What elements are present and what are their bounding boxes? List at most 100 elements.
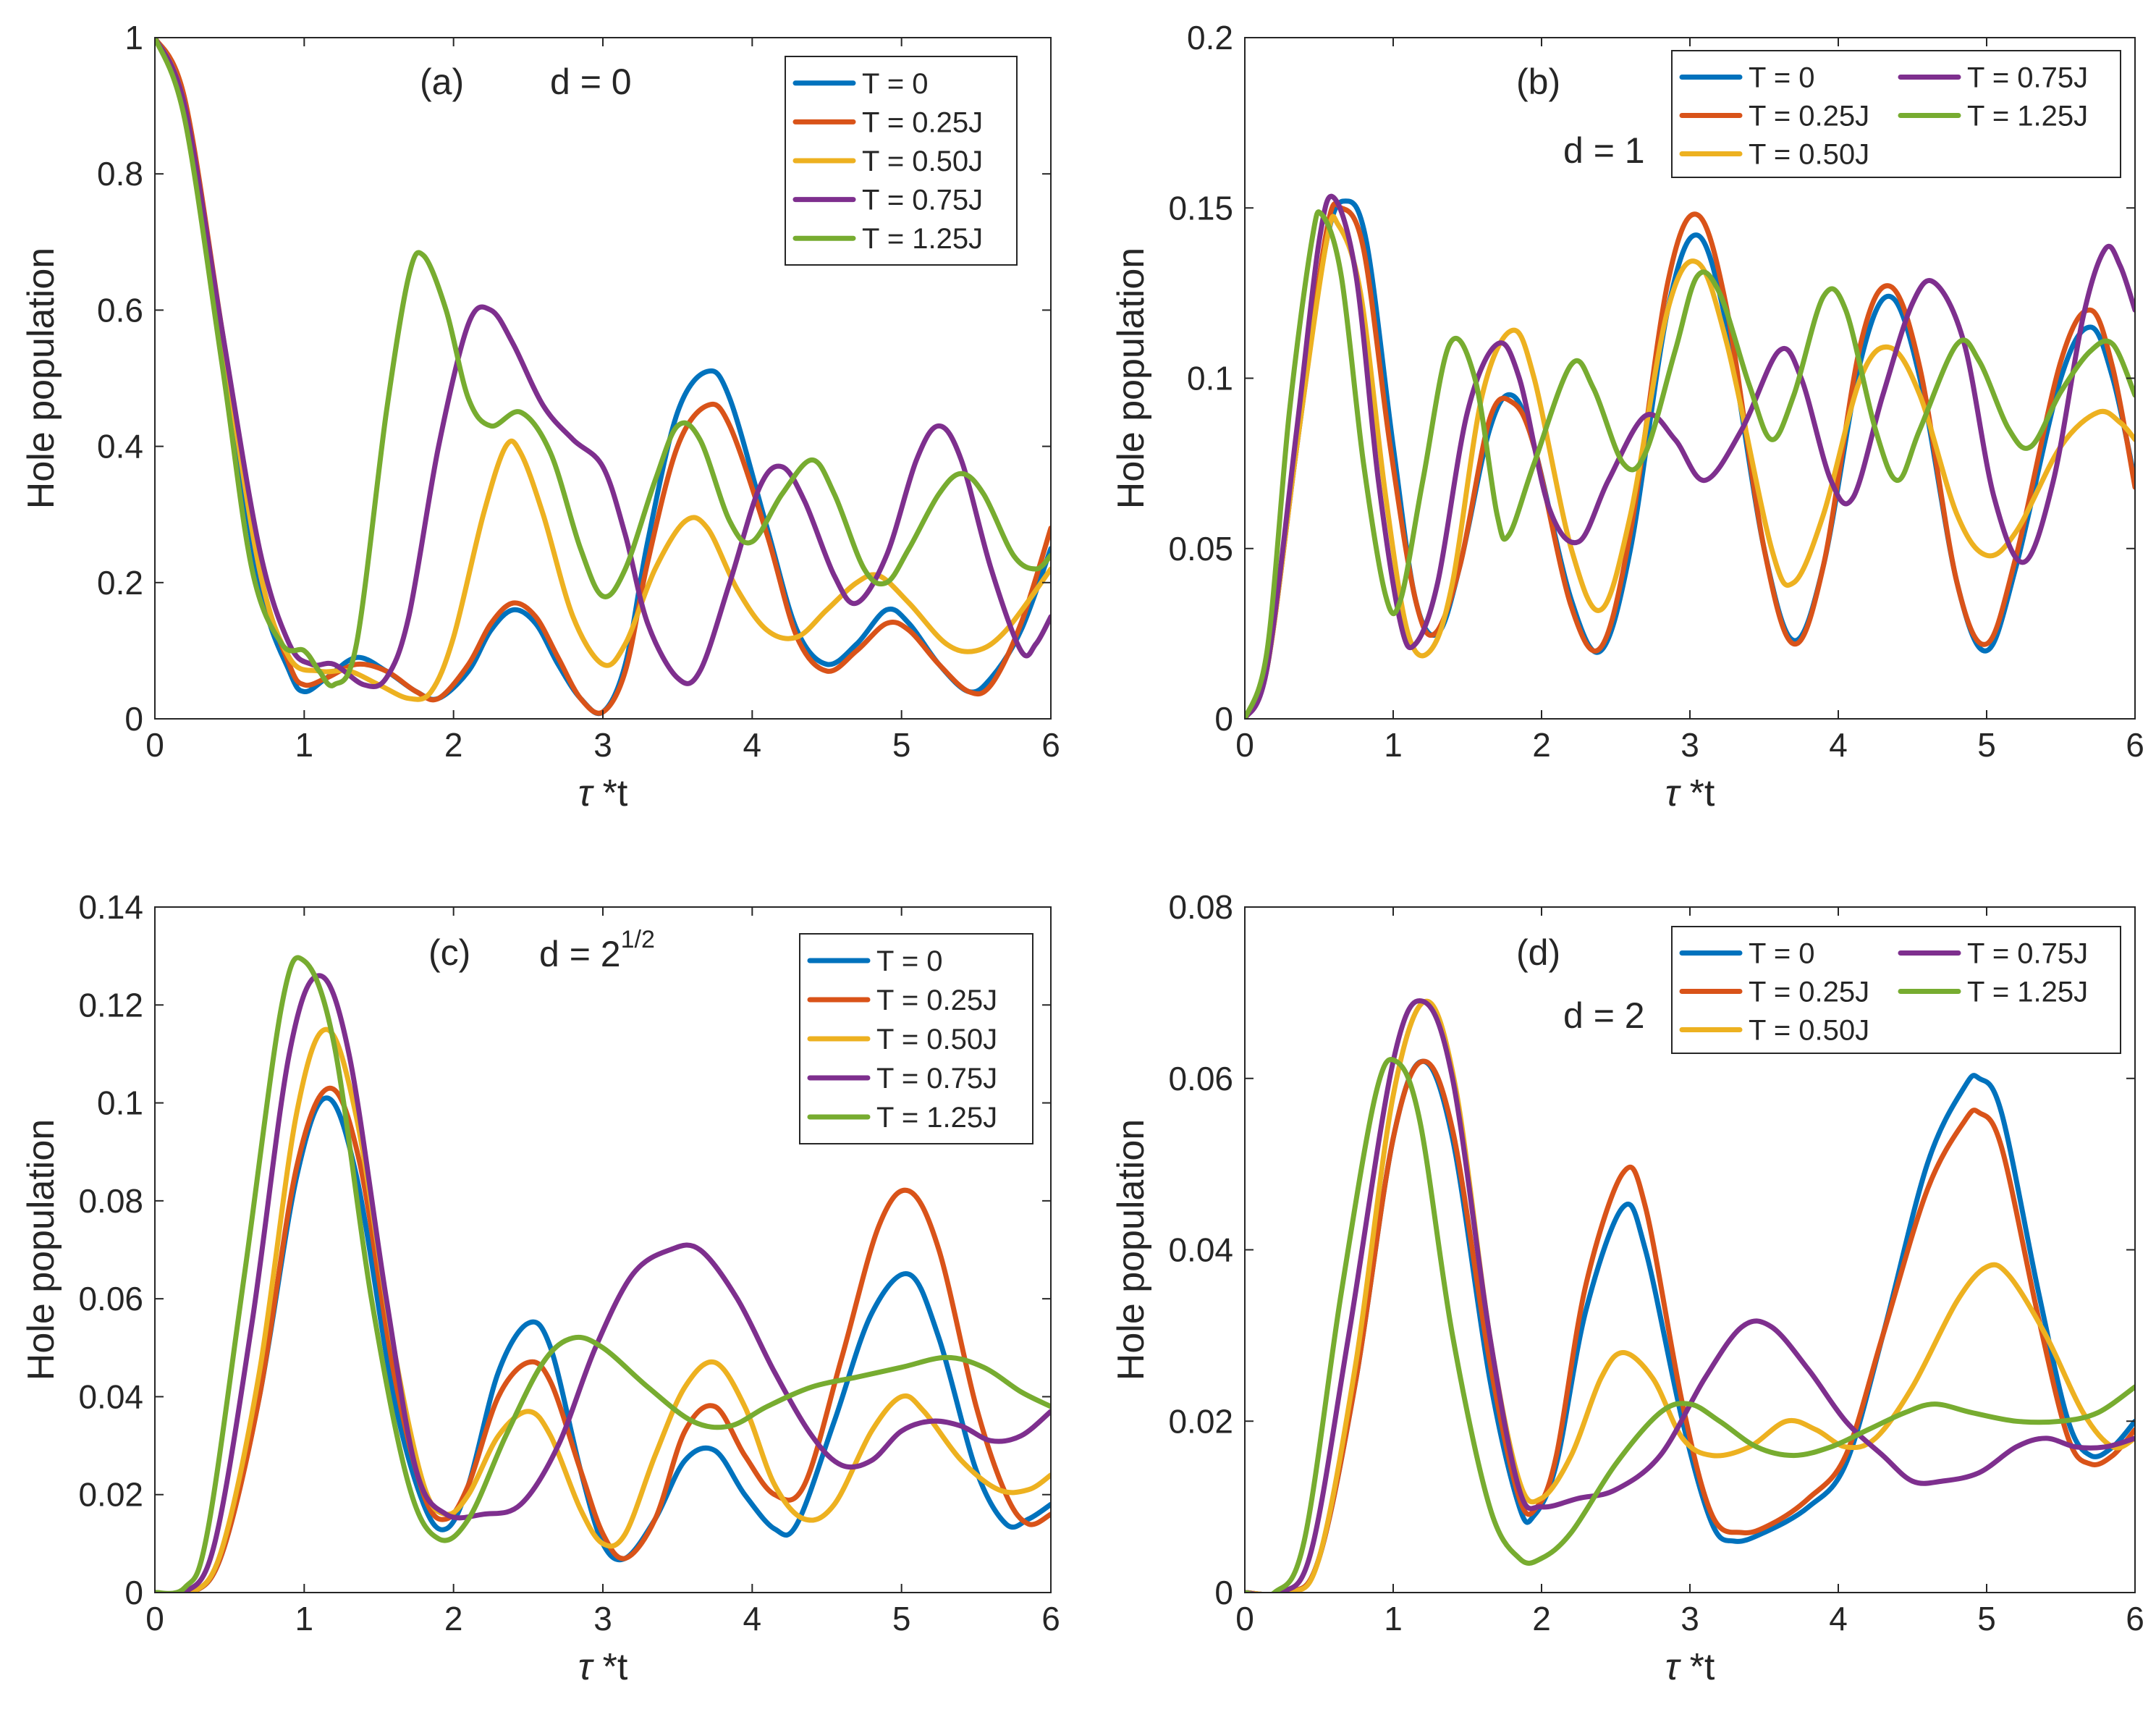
x-axis-label-symbol: τ — [1665, 772, 1682, 814]
y-axis-label: Hole population — [1110, 1119, 1152, 1380]
x-tick-label: 2 — [1532, 726, 1551, 764]
x-axis-label: τ *t — [578, 772, 628, 814]
legend-entry: T = 0 — [1749, 938, 1815, 970]
series-line-5 — [155, 38, 1051, 688]
y-tick-label: 0 — [124, 700, 143, 738]
panel-annotation: d = 21/2 — [539, 926, 655, 974]
chart-panel-3: 0 1 2 3 4 5 6 0 0.02 0.04 0.06 0.08 0.1 0.12 0.14 τ *t H… — [20, 888, 1060, 1688]
y-tick-label: 0.1 — [1187, 360, 1233, 397]
x-tick-label: 4 — [743, 726, 762, 764]
x-tick-label: 1 — [1384, 1600, 1403, 1637]
series-line-4 — [1245, 193, 2135, 719]
x-tick-label: 2 — [1532, 1600, 1551, 1637]
x-axis-label-symbol: τ — [578, 1646, 595, 1688]
x-axis-label: τ *t — [1665, 772, 1715, 814]
legend-entry: T = 0.75J — [876, 1063, 997, 1095]
y-tick-label: 0.2 — [1187, 19, 1233, 56]
x-tick-label: 1 — [1384, 726, 1403, 764]
legend-entry: T = 0.25J — [1749, 977, 1869, 1008]
series-line-4 — [155, 973, 1051, 1593]
y-tick-label: 0.4 — [97, 428, 143, 465]
legend-entry: T = 0.50J — [862, 146, 983, 177]
legend-entry: T = 0 — [876, 945, 943, 977]
y-tick-label: 0.8 — [97, 155, 143, 193]
x-tick-label: 2 — [444, 1600, 463, 1637]
x-tick-label: 4 — [743, 1600, 762, 1637]
y-tick-label: 0.06 — [1168, 1060, 1233, 1097]
y-tick-label: 0.15 — [1168, 189, 1233, 227]
panel-label: (b) — [1516, 62, 1560, 102]
annotation-main: d = 2 — [1563, 995, 1645, 1036]
x-axis-label-symbol: τ — [1665, 1646, 1682, 1688]
series-line-5 — [1245, 1057, 2135, 1593]
series-line-3 — [155, 1026, 1051, 1593]
chart-panel-2: 0 1 2 3 4 5 6 0 0.05 0.1 0.15 0.2 τ *t Hole populatio… — [1110, 19, 2144, 814]
x-tick-label: 6 — [2126, 726, 2144, 764]
legend-entry: T = 0.25J — [862, 106, 983, 138]
legend: T = 0 T = 0.25J T = 0.50J T = 0.75J T = 1.25… — [1671, 50, 2121, 178]
x-tick-label: 3 — [1681, 1600, 1699, 1637]
series-line-3 — [155, 38, 1051, 702]
x-tick-label: 0 — [145, 726, 164, 764]
x-tick-label: 6 — [1041, 726, 1060, 764]
x-axis-label: τ *t — [578, 1646, 628, 1688]
legend-entry: T = 0 — [1749, 62, 1815, 94]
y-tick-label: 0 — [1214, 1574, 1233, 1611]
y-tick-label: 0.12 — [78, 986, 143, 1024]
legend-entry: T = 0.25J — [876, 984, 997, 1016]
annotation-main: d = 0 — [550, 62, 632, 102]
x-axis-label-rest: *t — [1679, 772, 1715, 814]
series-line-2 — [1245, 201, 2135, 719]
series-group — [1245, 998, 2135, 1593]
legend-box — [1671, 50, 2121, 178]
series-line-2 — [155, 1085, 1051, 1593]
y-tick-label: 0.04 — [1168, 1231, 1233, 1269]
x-tick-label: 0 — [145, 1600, 164, 1637]
annotation-main: d = 2 — [539, 934, 621, 974]
y-axis-label: Hole population — [20, 248, 62, 509]
panel-label: (c) — [428, 932, 470, 973]
y-tick-label: 0.2 — [97, 564, 143, 602]
x-tick-label: 5 — [892, 1600, 911, 1637]
x-axis-label: τ *t — [1665, 1646, 1715, 1688]
series-line-5 — [155, 955, 1051, 1593]
annotation-superscript: 1/2 — [621, 926, 655, 953]
x-tick-label: 6 — [1041, 1600, 1060, 1637]
legend-entry: T = 0.75J — [862, 185, 983, 216]
y-tick-label: 0.02 — [1168, 1402, 1233, 1440]
series-group — [1245, 193, 2135, 719]
y-tick-label: 0.14 — [78, 888, 143, 926]
x-tick-label: 5 — [1977, 1600, 1996, 1637]
panel-label: (a) — [420, 62, 464, 102]
x-tick-label: 3 — [1681, 726, 1699, 764]
y-axis-label: Hole population — [20, 1119, 62, 1380]
panel-annotation: d = 0 — [550, 62, 632, 102]
x-tick-label: 4 — [1829, 1600, 1848, 1637]
y-tick-label: 0.06 — [78, 1280, 143, 1317]
x-tick-label: 2 — [444, 726, 463, 764]
chart-panel-4: 0 1 2 3 4 5 6 0 0.02 0.04 0.06 0.08 τ *t Hole populat… — [1110, 888, 2144, 1688]
x-axis-label-rest: *t — [1679, 1646, 1715, 1688]
legend-entry: T = 0 — [862, 68, 929, 100]
y-tick-label: 0.02 — [78, 1476, 143, 1514]
y-tick-label: 0.1 — [97, 1084, 143, 1122]
legend-box — [799, 933, 1033, 1144]
x-tick-label: 3 — [593, 1600, 612, 1637]
panel-annotation: d = 2 — [1563, 995, 1645, 1036]
x-tick-label: 4 — [1829, 726, 1848, 764]
legend-entry: T = 0.75J — [1967, 62, 2088, 94]
series-line-5 — [1245, 209, 2135, 719]
series-line-3 — [1245, 998, 2135, 1593]
legend-entry: T = 1.25J — [862, 223, 983, 255]
y-tick-label: 0.6 — [97, 291, 143, 329]
legend-entry: T = 0.50J — [876, 1024, 997, 1055]
legend-entry: T = 0.50J — [1749, 139, 1869, 171]
legend-entry: T = 0.75J — [1967, 938, 2088, 970]
y-tick-label: 1 — [124, 19, 143, 56]
legend: T = 0 T = 0.25J T = 0.50J T = 0.75J T = 1.25… — [799, 933, 1033, 1144]
x-axis-label-symbol: τ — [578, 772, 595, 814]
x-tick-label: 1 — [295, 1600, 314, 1637]
y-tick-label: 0.08 — [78, 1182, 143, 1220]
series-line-2 — [1245, 1058, 2135, 1593]
